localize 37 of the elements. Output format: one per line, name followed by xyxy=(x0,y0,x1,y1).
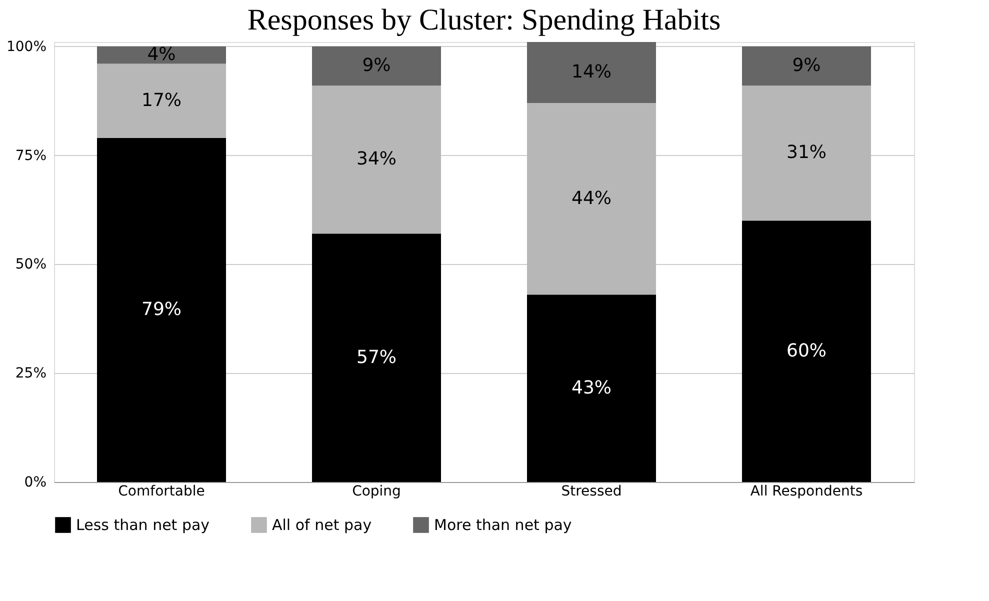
legend-label: All of net pay xyxy=(272,516,372,534)
bar xyxy=(742,86,871,221)
y-tick-label: 50% xyxy=(15,256,46,273)
bar xyxy=(97,138,226,482)
data-label: 34% xyxy=(356,148,397,170)
data-label: 31% xyxy=(786,142,827,164)
bar xyxy=(527,294,656,482)
data-label: 60% xyxy=(786,340,827,362)
bar xyxy=(742,220,871,482)
chart-title: Responses by Cluster: Spending Habits xyxy=(247,3,721,36)
x-tick-label: All Respondents xyxy=(750,484,863,500)
data-label: 57% xyxy=(356,346,397,368)
data-label: 17% xyxy=(141,90,182,111)
bar xyxy=(527,42,656,103)
bar xyxy=(97,46,226,64)
y-tick-label: 0% xyxy=(24,474,46,490)
bar xyxy=(97,64,226,138)
data-label: 79% xyxy=(141,298,182,320)
x-tick-label: Comfortable xyxy=(118,484,205,500)
bar xyxy=(312,46,441,86)
legend-label: Less than net pay xyxy=(76,516,210,534)
bar xyxy=(312,86,441,234)
data-label: 44% xyxy=(571,188,612,209)
data-label: 43% xyxy=(571,377,612,398)
bar xyxy=(527,102,656,295)
bar xyxy=(742,46,871,86)
data-label: 9% xyxy=(792,54,821,76)
bar xyxy=(312,234,441,482)
data-label: 9% xyxy=(362,54,391,76)
y-tick-label: 75% xyxy=(15,148,46,164)
legend-label: More than net pay xyxy=(434,516,572,534)
y-tick-label: 25% xyxy=(15,366,46,382)
y-tick-label: 100% xyxy=(6,38,46,55)
data-label: 4% xyxy=(147,44,176,66)
x-tick-label: Coping xyxy=(352,484,401,500)
x-tick-label: Stressed xyxy=(561,484,622,500)
data-label: 14% xyxy=(571,61,612,82)
